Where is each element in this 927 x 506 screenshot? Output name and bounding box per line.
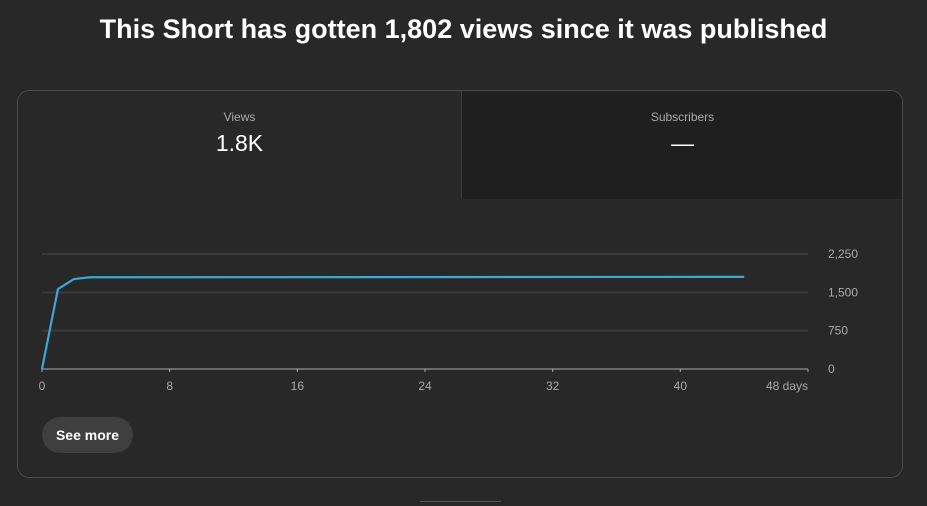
y-tick-label: 1,500	[828, 285, 858, 299]
views-series-line	[40, 275, 745, 370]
tab-views-label: Views	[223, 110, 256, 124]
x-tick-label: 8	[166, 379, 173, 393]
y-tick-label: 750	[828, 324, 848, 338]
page-headline: This Short has gotten 1,802 views since …	[99, 14, 828, 44]
analytics-card: Views 1.8K Subscribers — 0 750 1,500 2,250 0…	[17, 90, 903, 478]
x-tick-label: 48 days	[766, 379, 808, 393]
x-tick-label: 0	[39, 379, 46, 393]
tab-views-value: 1.8K	[215, 130, 264, 156]
x-tick-label: 40	[674, 379, 688, 393]
tab-subscribers-label: Subscribers	[650, 110, 715, 124]
y-tick-label: 0	[828, 362, 835, 376]
tab-subscribers-value: —	[671, 130, 694, 156]
x-tick-label: 16	[291, 379, 305, 393]
x-tick-label: 24	[418, 379, 432, 393]
tab-subscribers[interactable]: Subscribers —	[461, 91, 902, 199]
x-tick-label: 32	[546, 379, 560, 393]
divider	[420, 501, 501, 502]
see-more-button[interactable]: See more	[42, 417, 133, 453]
y-tick-label: 2,250	[828, 247, 858, 261]
tab-views[interactable]: Views 1.8K	[18, 91, 461, 199]
views-line-chart: 0 750 1,500 2,250 0 8 16 24 32 40 48 days	[39, 247, 859, 393]
